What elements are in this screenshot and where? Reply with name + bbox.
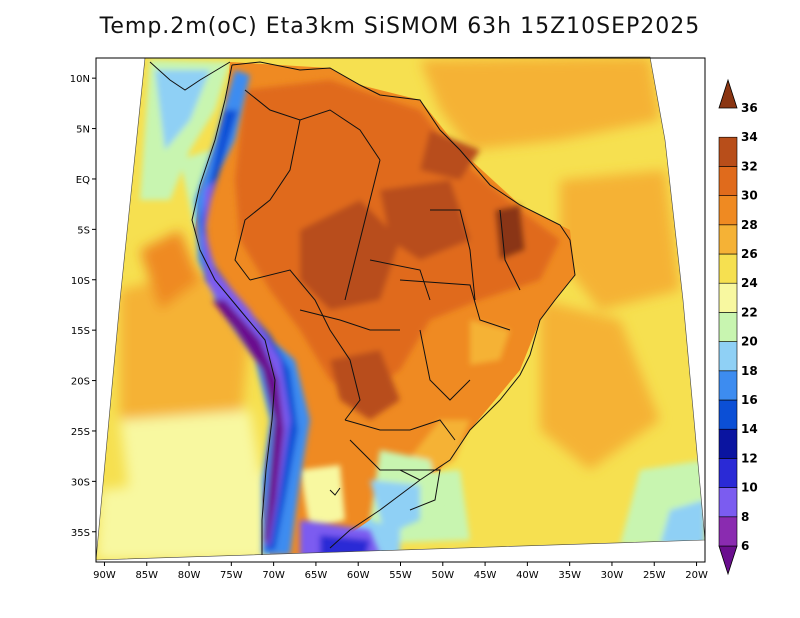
colorbar-label: 34 [741, 130, 758, 144]
colorbar-band [718, 136, 738, 167]
colorbar-band [718, 370, 738, 401]
south-brazil-20 [370, 480, 420, 535]
west-coastline [191, 64, 276, 555]
lat-tick-label: EQ [76, 175, 90, 186]
latitude-axis: 10N 5N EQ 5S 10S 15S 20S 25S 30S 35S [70, 74, 96, 539]
colorbar-band [718, 341, 738, 372]
pacific-warm-30 [140, 230, 200, 310]
central-america [149, 61, 231, 91]
lon-tick-label: 90W [93, 570, 116, 581]
lon-tick-label: 50W [431, 570, 454, 581]
state-border-3 [419, 329, 471, 401]
colorbar-band [718, 166, 738, 196]
country-borders [149, 61, 576, 555]
atlantic-east-28 [560, 170, 680, 310]
lon-tick-label: 80W [178, 570, 201, 581]
argentina-24 [300, 465, 345, 530]
border-venezuela [244, 89, 381, 161]
border-brazil-north [344, 159, 381, 301]
amazon-34 [420, 130, 480, 180]
lon-tick-label: 85W [135, 570, 158, 581]
lat-tick-label: 5N [76, 125, 90, 136]
lat-tick-label: 35S [71, 528, 90, 539]
lon-tick-label: 40W [516, 570, 539, 581]
colorbar-band [718, 282, 738, 313]
colorbar-label: 16 [741, 393, 758, 407]
lon-tick-label: 25W [643, 570, 666, 581]
pacific-north-20 [155, 70, 210, 150]
atlantic-se-20 [660, 500, 705, 545]
colorbar-label: 10 [741, 481, 758, 495]
state-border-4 [299, 309, 400, 331]
lon-tick-label: 30W [601, 570, 624, 581]
colorbar-label: 26 [741, 247, 758, 261]
colorbar-label: 28 [741, 218, 758, 232]
lon-tick-label: 55W [389, 570, 412, 581]
lat-tick-label: 10N [70, 74, 90, 85]
colorbar-arrow-high [718, 78, 738, 109]
colorbar-label: 14 [741, 422, 758, 436]
border-bolivia [249, 269, 361, 421]
colorbar-band [718, 487, 738, 518]
colorbar-band [718, 458, 738, 488]
colorbar-label: 6 [741, 539, 749, 553]
northeast-36 [495, 205, 525, 260]
state-border-2 [430, 209, 476, 301]
colorbar-arrow-low [718, 545, 738, 576]
colorbar-band [718, 516, 738, 547]
minas-28 [470, 320, 510, 365]
colorbar-label: 20 [741, 335, 758, 349]
state-border-5 [369, 259, 431, 301]
map-title: Temp.2m(oC) Eta3km SiSMOM 63h 15Z10SEP20… [99, 14, 701, 39]
colorbar-band [718, 428, 738, 459]
border-paraguay [344, 419, 456, 441]
lat-tick-label: 5S [77, 225, 90, 236]
colorbar-label: 22 [741, 305, 758, 319]
colorbar-band [718, 195, 738, 226]
pacific-far-south-24 [96, 470, 270, 560]
colorbar-label: 12 [741, 451, 758, 465]
east-coastline [231, 61, 576, 549]
andes-6 [212, 300, 284, 545]
colorbar-band [718, 399, 738, 430]
colorbar-label: 8 [741, 510, 749, 524]
lat-tick-label: 20S [71, 377, 90, 388]
lon-tick-label: 45W [474, 570, 497, 581]
colorbar-label: 32 [741, 159, 758, 173]
interior-34b [380, 180, 470, 260]
domain-outline [95, 56, 706, 561]
border-argentina [349, 439, 421, 481]
border-uruguay [400, 469, 441, 511]
lon-tick-label: 70W [262, 570, 285, 581]
temperature-field [96, 57, 705, 560]
state-border-1 [399, 279, 511, 331]
lon-tick-label: 35W [558, 570, 581, 581]
lat-tick-label: 30S [71, 477, 90, 488]
colorbar-label: 18 [741, 364, 758, 378]
lon-tick-label: 75W [220, 570, 243, 581]
lon-tick-label: 65W [305, 570, 328, 581]
interior-34a [300, 200, 400, 310]
colorbar-band [718, 253, 738, 284]
lat-tick-label: 15S [71, 326, 90, 337]
colorbar-band [718, 312, 738, 342]
colorbar: 6 8 10 12 14 16 18 20 22 24 26 28 30 32 34 36 [718, 78, 758, 576]
lon-tick-label: 20W [685, 570, 708, 581]
longitude-axis: 90W 85W 80W 75W 70W 65W 60W 55W 50W 45W 40W 35W 30W 2… [93, 562, 708, 581]
state-border-6 [499, 209, 521, 291]
colorbar-label: 36 [741, 101, 758, 115]
atlantic-south-28 [540, 300, 660, 470]
atlantic-north-28 [420, 57, 660, 150]
andes-10 [202, 180, 290, 545]
colorbar-label: 30 [741, 189, 758, 203]
lat-tick-label: 10S [71, 276, 90, 287]
colorbar-label: 24 [741, 276, 758, 290]
small-lake [329, 487, 341, 496]
pantanal-34 [330, 350, 400, 420]
lon-tick-label: 60W [347, 570, 370, 581]
lat-tick-label: 25S [71, 427, 90, 438]
colorbar-band [718, 224, 738, 255]
border-colombia-peru [234, 119, 301, 281]
